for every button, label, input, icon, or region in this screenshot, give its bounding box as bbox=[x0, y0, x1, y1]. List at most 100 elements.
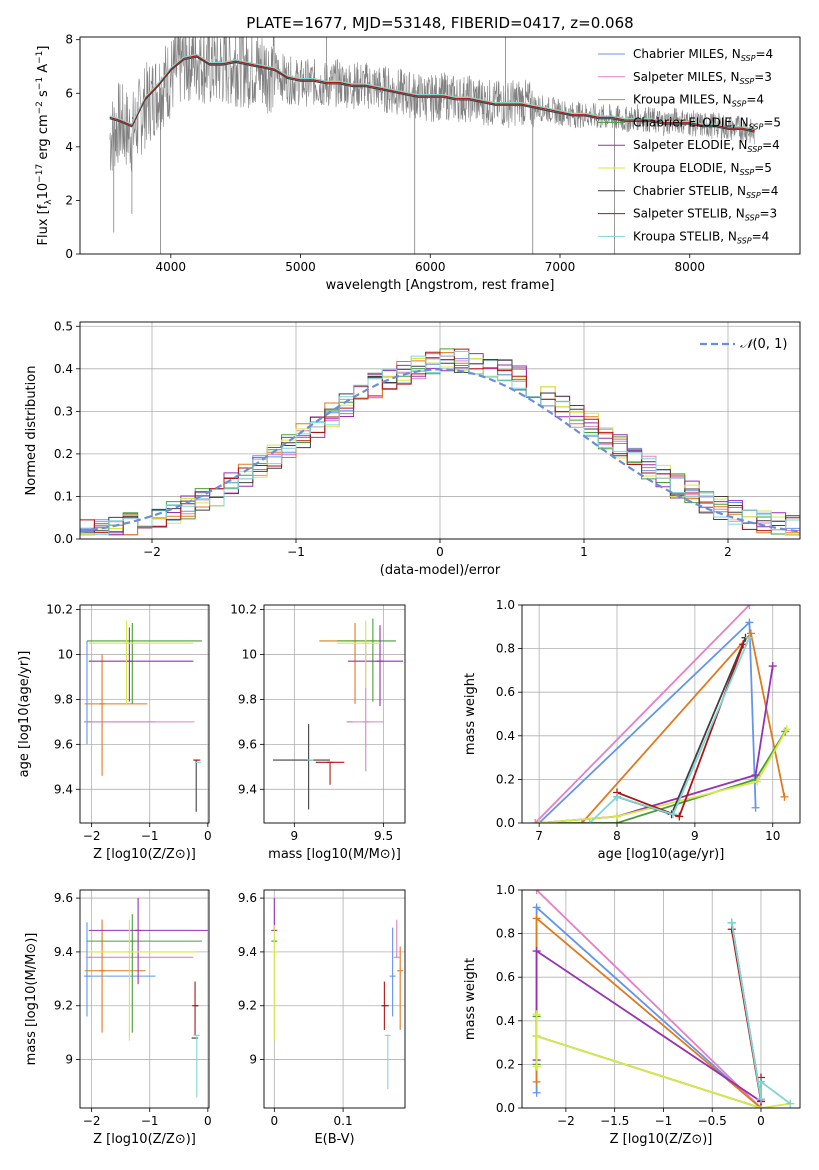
mass-weight-marker bbox=[782, 725, 791, 734]
x-tick-label: 8000 bbox=[674, 260, 705, 274]
y-tick-label: 10.2 bbox=[46, 602, 73, 616]
x-tick-label: −1 bbox=[141, 829, 159, 843]
mass-weight-marker bbox=[585, 819, 594, 823]
y-tick-label: 10 bbox=[242, 647, 257, 661]
errorbar-plot-area bbox=[271, 898, 404, 1090]
x-tick-label: −1 bbox=[287, 545, 305, 559]
mass-weight-marker bbox=[532, 914, 541, 923]
y-tick-label: 0.6 bbox=[496, 685, 515, 699]
spectrum-legend: Chabrier MILES, NSSP=4 Salpeter MILES, NS… bbox=[598, 47, 781, 245]
errorbar-plot-area bbox=[83, 620, 203, 812]
x-tick-label: 1 bbox=[580, 545, 588, 559]
legend-label: 𝒩(0, 1) bbox=[740, 337, 787, 352]
x-tick-label: 0 bbox=[270, 1114, 278, 1128]
y-tick-label: 9.2 bbox=[54, 999, 73, 1013]
y-tick-label: 0.0 bbox=[496, 816, 515, 830]
y-tick-label: 9.6 bbox=[54, 737, 73, 751]
y-tick-label: 10 bbox=[58, 647, 73, 661]
mass-weight-marker bbox=[768, 662, 777, 671]
mass-vs-reddening-panel: 0 0.1 9 9.2 9.4 9.6 E(B-V) bbox=[238, 889, 406, 1147]
mass-weight-marker bbox=[756, 1095, 765, 1104]
errorbar-plot-area bbox=[272, 618, 404, 810]
mass-weight-marker bbox=[786, 1099, 795, 1108]
y-tick-label: 1.0 bbox=[496, 598, 515, 612]
axes-frame bbox=[79, 604, 210, 824]
x-axis-label: age [log10(age/yr)] bbox=[598, 847, 725, 862]
x-tick-label: 0.1 bbox=[334, 1114, 353, 1128]
y-axis-label: mass weight bbox=[463, 673, 478, 755]
y-tick-label: 0.5 bbox=[54, 319, 73, 333]
spectrum-panel: 4000 5000 6000 7000 8000 0 2 4 6 8 wavelength [Ang… bbox=[35, 33, 801, 293]
errorbar-plot-area bbox=[83, 898, 208, 1098]
mass-weight-line bbox=[534, 605, 751, 823]
mass-weight-marker bbox=[753, 777, 762, 786]
mass-weight-marker bbox=[613, 812, 622, 821]
weight-plot-area bbox=[532, 890, 795, 1108]
y-tick-label: 4 bbox=[65, 140, 73, 154]
x-tick-label: 0 bbox=[204, 829, 212, 843]
mass-weight-marker bbox=[577, 819, 586, 823]
y-axis-label: age [log10(age/yr)] bbox=[17, 651, 32, 778]
age-vs-metallicity-panel: −2 −1 0 9.4 9.6 9.8 10 10.2 Z [log10(Z/Z⊙)] age [… bbox=[17, 602, 212, 862]
mass-weight-marker bbox=[751, 771, 760, 780]
x-tick-label: 10 bbox=[765, 829, 780, 843]
y-tick-label: 9.6 bbox=[54, 891, 73, 905]
x-axis-label: (data-model)/error bbox=[380, 563, 501, 578]
y-tick-label: 9.4 bbox=[54, 782, 73, 796]
y-tick-label: 0.4 bbox=[496, 1014, 515, 1028]
mass-weight-marker bbox=[745, 618, 754, 627]
x-axis-label: E(B-V) bbox=[314, 1132, 354, 1147]
y-tick-label: 9.4 bbox=[238, 945, 257, 959]
y-tick-label: 9.4 bbox=[238, 782, 257, 796]
axes-frame bbox=[79, 36, 801, 255]
mass-weight-marker bbox=[532, 1088, 541, 1097]
mass-weight-marker bbox=[532, 1032, 541, 1041]
y-tick-label: 0.6 bbox=[496, 970, 515, 984]
legend-label: Salpeter ELODIE, NSSP=4 bbox=[633, 138, 780, 154]
model-spectrum-line bbox=[109, 55, 755, 132]
x-tick-label: 9.5 bbox=[374, 829, 393, 843]
x-tick-label: 9 bbox=[691, 829, 699, 843]
axes-frame bbox=[521, 889, 801, 1109]
y-tick-label: 9 bbox=[249, 1053, 257, 1067]
y-tick-label: 0.8 bbox=[496, 927, 515, 941]
mass-weight-marker bbox=[532, 1062, 541, 1071]
x-tick-label: 5000 bbox=[285, 260, 316, 274]
mass-weight-vs-metallicity-panel: −2 −1.5 −1 −0.5 0 0.0 0.2 0.4 0.6 0.8 1.0 Z [log10(… bbox=[463, 883, 801, 1147]
mass-weight-marker bbox=[675, 812, 684, 821]
legend-label: Kroupa STELIB, NSSP=4 bbox=[633, 229, 769, 245]
x-tick-label: −2 bbox=[83, 1114, 101, 1128]
normal-reference-curve bbox=[80, 368, 800, 533]
mass-weight-line bbox=[589, 637, 751, 823]
axes-frame bbox=[263, 604, 406, 824]
y-tick-label: 0.4 bbox=[496, 729, 515, 743]
x-tick-label: −2 bbox=[143, 545, 161, 559]
mass-weight-marker bbox=[780, 792, 789, 801]
residual-histogram-panel: −2 −1 0 1 2 0.0 0.1 0.2 0.3 0.4 0.5 𝒩(0, 1) (data-mo… bbox=[24, 319, 801, 578]
y-tick-label: 9.6 bbox=[238, 737, 257, 751]
y-tick-label: 6 bbox=[65, 86, 73, 100]
x-tick-label: 7000 bbox=[545, 260, 576, 274]
mass-weight-marker bbox=[532, 947, 541, 956]
model-spectrum-line bbox=[109, 53, 755, 130]
y-tick-label: 9 bbox=[65, 1053, 73, 1067]
mass-weight-marker bbox=[532, 1010, 541, 1019]
x-tick-label: 7 bbox=[535, 829, 543, 843]
mass-weight-line bbox=[539, 728, 788, 823]
y-axis-label: mass weight bbox=[463, 958, 478, 1040]
axes-frame bbox=[79, 321, 801, 540]
x-tick-label: 4000 bbox=[156, 260, 187, 274]
mass-vs-metallicity-panel: −2 −1 0 9 9.2 9.4 9.6 Z [log10(Z/Z⊙)] mass [log1… bbox=[24, 889, 212, 1147]
age-vs-mass-panel: 9 9.5 9.4 9.6 9.8 10 10.2 mass [log10(M/M⊙)] bbox=[230, 602, 406, 862]
x-tick-label: 8 bbox=[613, 829, 621, 843]
weight-plot-area bbox=[531, 605, 791, 823]
legend-label: Chabrier ELODIE, NSSP=5 bbox=[633, 115, 781, 131]
x-axis-label: Z [log10(Z/Z⊙)] bbox=[93, 1132, 196, 1147]
y-tick-label: 9.6 bbox=[238, 891, 257, 905]
legend-label: Chabrier MILES, NSSP=4 bbox=[633, 47, 773, 63]
y-tick-label: 0.4 bbox=[54, 362, 73, 376]
y-axis-label: Normed distribution bbox=[24, 366, 39, 496]
mass-weight-marker bbox=[751, 803, 760, 812]
